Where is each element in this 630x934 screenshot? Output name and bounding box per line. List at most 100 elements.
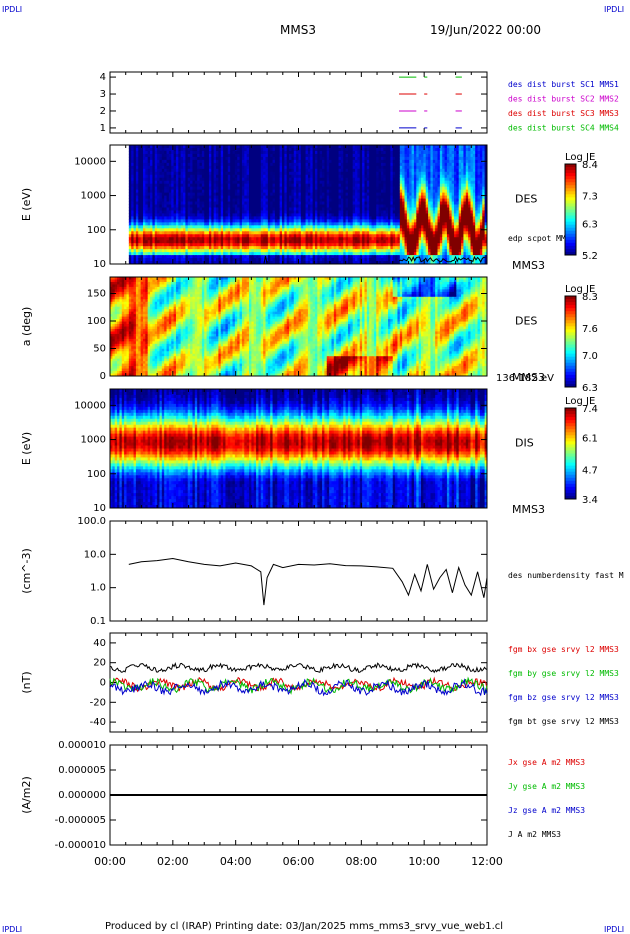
heatmap-cell	[135, 228, 139, 232]
heatmap-cell	[133, 168, 137, 173]
heatmap-cell	[223, 159, 226, 164]
heatmap-cell	[161, 246, 165, 250]
heatmap-cell	[312, 213, 316, 217]
heatmap-cell	[185, 246, 189, 250]
heatmap-cell	[164, 153, 168, 158]
heatmap-cell	[159, 177, 163, 182]
heatmap-cell	[303, 195, 307, 200]
heatmap-cell	[197, 168, 201, 173]
heatmap-cell	[187, 186, 191, 191]
heatmap-cell	[274, 210, 278, 214]
heatmap-cell	[258, 153, 262, 158]
heatmap-cell	[216, 177, 219, 182]
heatmap-cell	[147, 261, 151, 265]
heatmap-cell	[161, 255, 165, 259]
heatmap-cell	[157, 237, 160, 241]
heatmap-cell	[178, 255, 182, 259]
heatmap-cell	[157, 243, 160, 247]
heatmap-cell	[303, 231, 307, 235]
heatmap-cell	[286, 195, 290, 200]
heatmap-cell	[187, 168, 191, 173]
heatmap-cell	[270, 240, 274, 244]
heatmap-cell	[180, 156, 184, 161]
heatmap-cell	[322, 252, 325, 256]
heatmap-cell	[241, 201, 245, 205]
heatmap-cell	[128, 222, 132, 226]
heatmap-cell	[194, 168, 198, 173]
heatmap-cell	[263, 153, 267, 158]
heatmap-cell	[208, 198, 212, 203]
heatmap-cell	[147, 258, 151, 262]
heatmap-cell	[272, 255, 276, 259]
heatmap-cell	[150, 174, 153, 179]
heatmap-cell	[284, 255, 288, 259]
heatmap-cell	[133, 201, 137, 205]
heatmap-cell	[317, 189, 321, 194]
heatmap-cell	[310, 159, 314, 164]
heatmap-cell	[159, 150, 163, 155]
heatmap-cell	[175, 153, 179, 158]
heatmap-cell	[154, 145, 158, 149]
heatmap-cell	[230, 156, 234, 161]
heatmap-cell	[135, 156, 139, 161]
heatmap-cell	[260, 159, 264, 164]
heatmap-cell	[307, 147, 311, 152]
heatmap-cell	[197, 147, 201, 152]
heatmap-cell	[133, 258, 137, 262]
heatmap-cell	[310, 252, 314, 256]
heatmap-cell	[234, 204, 238, 208]
heatmap-cell	[225, 258, 229, 262]
heatmap-cell	[286, 261, 290, 265]
heatmap-cell	[282, 246, 285, 250]
heatmap-cell	[171, 192, 175, 197]
heatmap-cell	[293, 145, 297, 149]
heatmap-cell	[218, 186, 222, 191]
heatmap-cell	[239, 153, 243, 158]
heatmap-cell	[218, 222, 222, 226]
heatmap-cell	[161, 228, 165, 232]
heatmap-cell	[223, 213, 226, 217]
heatmap-cell	[314, 180, 318, 185]
heatmap-cell	[201, 222, 205, 226]
heatmap-cell	[305, 237, 309, 241]
heatmap-cell	[142, 147, 146, 152]
heatmap-cell	[147, 222, 151, 226]
heatmap-cell	[213, 234, 217, 238]
heatmap-cell	[272, 168, 276, 173]
heatmap-cell	[256, 198, 259, 203]
heatmap-cell	[317, 198, 321, 203]
heatmap-cell	[305, 174, 309, 179]
heatmap-cell	[277, 204, 281, 208]
heatmap-cell	[185, 261, 189, 265]
heatmap-cell	[296, 159, 299, 164]
heatmap-cell	[194, 219, 198, 223]
heatmap-cell	[175, 225, 179, 229]
heatmap-cell	[138, 258, 142, 262]
heatmap-cell	[190, 192, 193, 197]
heatmap-cell	[249, 252, 252, 256]
heatmap-cell	[272, 204, 276, 208]
heatmap-cell	[128, 180, 132, 185]
heatmap-cell	[272, 180, 276, 185]
heatmap-cell	[164, 234, 168, 238]
heatmap-cell	[310, 255, 314, 259]
heatmap-cell	[180, 153, 184, 158]
heatmap-cell	[128, 177, 132, 182]
heatmap-cell	[237, 207, 241, 211]
heatmap-cell	[223, 207, 226, 211]
heatmap-cell	[319, 219, 323, 223]
heatmap-cell	[329, 171, 332, 176]
heatmap-cell	[225, 213, 229, 217]
heatmap-cell	[270, 225, 274, 229]
heatmap-cell	[190, 207, 193, 211]
heatmap-cell	[159, 204, 163, 208]
heatmap-cell	[267, 189, 271, 194]
heatmap-cell	[296, 162, 299, 167]
heatmap-cell	[166, 150, 170, 155]
heatmap-cell	[237, 201, 241, 205]
heatmap-cell	[260, 228, 264, 232]
heatmap-cell	[187, 153, 191, 158]
heatmap-cell	[187, 198, 191, 203]
heatmap-cell	[152, 147, 156, 152]
heatmap-cell	[213, 150, 217, 155]
